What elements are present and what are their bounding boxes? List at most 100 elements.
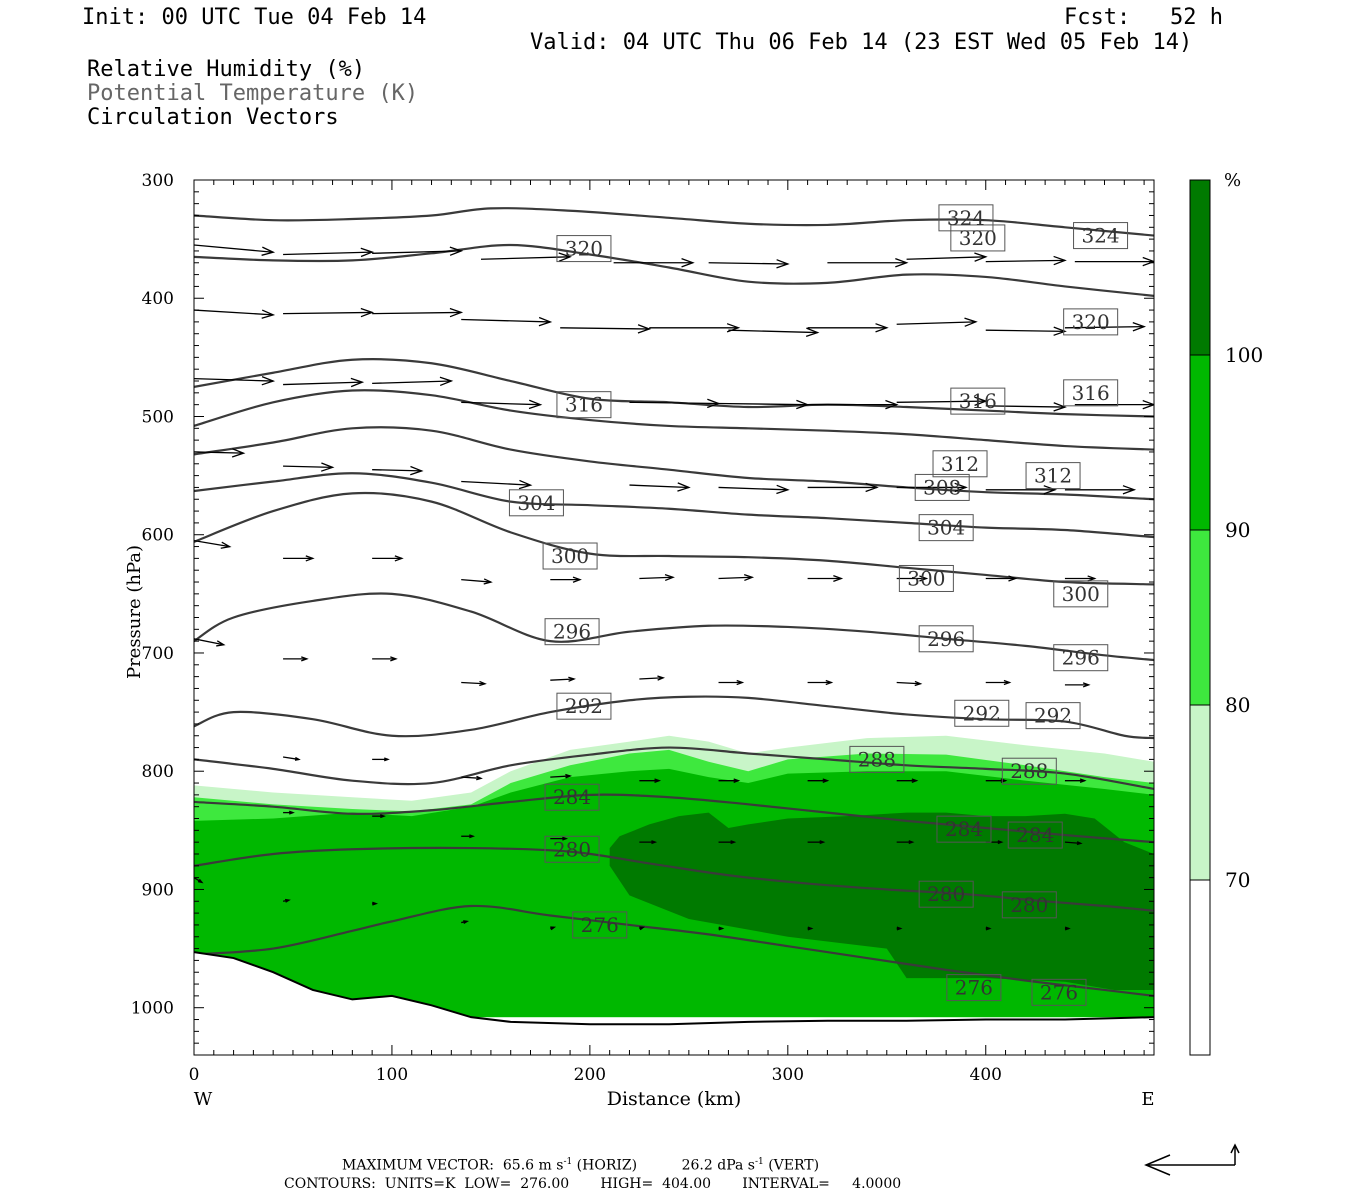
- x-axis-title: Distance (km): [607, 1088, 742, 1110]
- circulation-vector: [613, 258, 695, 268]
- theta-contour-label: 288: [1001, 757, 1057, 785]
- theta-contour: [194, 491, 1154, 586]
- theta-contour: [194, 426, 1154, 501]
- circulation-vector: [283, 656, 309, 662]
- circulation-vector: [807, 778, 830, 783]
- circulation-vector: [985, 326, 1067, 336]
- theta-contour-label: 284: [544, 783, 600, 811]
- valid-time: Valid: 04 UTC Thu 06 Feb 14 (23 EST Wed …: [530, 30, 1193, 55]
- svg-text:320: 320: [1072, 310, 1110, 334]
- circulation-vector: [194, 540, 232, 549]
- theta-contour-label: 316: [556, 391, 612, 419]
- svg-text:280: 280: [1010, 893, 1048, 917]
- theta-contour-label: 284: [1007, 821, 1063, 849]
- circulation-vector: [1064, 682, 1091, 688]
- theta-contour: [194, 472, 1154, 539]
- circulation-vector: [629, 482, 691, 492]
- circulation-vector: [372, 465, 424, 476]
- circulation-vector: [827, 258, 909, 268]
- theta-contour-label: 320: [556, 235, 612, 263]
- circulation-vector: [550, 926, 557, 931]
- rh-region: [609, 812, 1154, 990]
- x-tick-label: 200: [574, 1065, 606, 1085]
- east-label: E: [1141, 1089, 1154, 1110]
- circulation-vector: [194, 638, 226, 647]
- circulation-vector: [718, 926, 725, 931]
- circulation-vector: [372, 656, 398, 662]
- circulation-vector: [896, 575, 929, 582]
- theta-contour-label: 276: [1031, 978, 1087, 1006]
- svg-text:300: 300: [551, 544, 589, 568]
- circulation-vector: [461, 920, 470, 925]
- y-tick-label: 1000: [131, 999, 174, 1019]
- svg-text:288: 288: [858, 747, 896, 771]
- theta-contour-label: 292: [556, 692, 612, 720]
- theta-contour-label: 324: [1073, 222, 1129, 250]
- theta-contour-label: 280: [1001, 891, 1057, 919]
- circulation-vector: [1074, 256, 1154, 267]
- colorbar-segment: [1189, 879, 1211, 1056]
- theta-contour-label: 324: [938, 204, 994, 232]
- x-tick-label: 300: [772, 1065, 804, 1085]
- max-vector-line: MAXIMUM VECTOR: 65.6 m s-1 (HORIZ) 26.2 …: [342, 1157, 820, 1174]
- svg-text:320: 320: [565, 237, 603, 261]
- svg-text:316: 316: [565, 393, 603, 417]
- theta-contour-label: 300: [542, 542, 598, 570]
- circulation-vector: [896, 317, 978, 327]
- circulation-vector: [1064, 485, 1137, 495]
- circulation-vector: [461, 399, 543, 410]
- theta-contour-label: 296: [918, 625, 974, 653]
- circulation-vector: [639, 574, 675, 582]
- circulation-vector: [372, 901, 378, 906]
- y-tick-label: 700: [142, 644, 174, 664]
- circulation-vector: [708, 259, 790, 269]
- theta-contour: [194, 243, 1154, 297]
- below-ground-mask: [194, 952, 1154, 1055]
- circulation-vector: [718, 574, 755, 582]
- theta-contour-label: 280: [544, 835, 600, 863]
- circulation-vector: [194, 244, 276, 256]
- circulation-vector: [718, 679, 745, 686]
- rh-fill-layer: [194, 735, 1154, 1018]
- theta-contour-label: 284: [936, 815, 992, 843]
- circulation-vector: [896, 396, 988, 406]
- circulation-vector: [372, 814, 386, 819]
- circulation-vector: [807, 482, 879, 493]
- circulation-vector: [985, 485, 1057, 495]
- circulation-vector: [461, 775, 483, 781]
- svg-text:288: 288: [1010, 759, 1048, 783]
- colorbar-level-label: 100: [1225, 343, 1263, 367]
- circulation-vector: [480, 252, 573, 262]
- theta-contour-label: 292: [1025, 702, 1081, 730]
- svg-text:308: 308: [923, 475, 961, 499]
- y-tick-label: 900: [142, 880, 174, 900]
- circulation-vector: [649, 323, 741, 333]
- theta-contour: [194, 592, 1154, 662]
- theta-contour-label: 276: [946, 974, 1002, 1002]
- circulation-vector: [807, 840, 826, 845]
- terrain-layer: [194, 951, 1154, 1055]
- circulation-vector: [639, 840, 658, 845]
- theta-contour-label: 296: [544, 618, 600, 646]
- circulation-vector: [807, 323, 889, 333]
- circulation-vector: [985, 402, 1067, 412]
- circulation-vector: [372, 757, 390, 762]
- svg-text:296: 296: [1062, 646, 1100, 670]
- x-tick-label: 400: [970, 1065, 1002, 1085]
- theta-label-layer: 276 276 276 280 280 280 284 284 284 288 288 292 292 2…: [508, 204, 1129, 1006]
- init-time: Init: 00 UTC Tue 04 Feb 14: [82, 5, 427, 30]
- theta-contour: [194, 695, 1154, 740]
- theta-contour-label: 300: [1053, 580, 1109, 608]
- circulation-vector: [807, 399, 899, 410]
- contour-info-line: CONTOURS: UNITS=K LOW= 276.00 HIGH= 404.…: [284, 1176, 902, 1192]
- circulation-vector: [807, 574, 844, 582]
- theta-contour-label: 320: [950, 224, 1006, 252]
- circulation-vector: [372, 376, 454, 387]
- circulation-vector: [372, 555, 404, 562]
- x-tick-label: 100: [376, 1065, 408, 1085]
- svg-text:300: 300: [907, 566, 945, 590]
- colorbar-unit: %: [1224, 170, 1241, 191]
- theta-contour-label: 304: [508, 489, 564, 517]
- circulation-vector: [807, 926, 814, 931]
